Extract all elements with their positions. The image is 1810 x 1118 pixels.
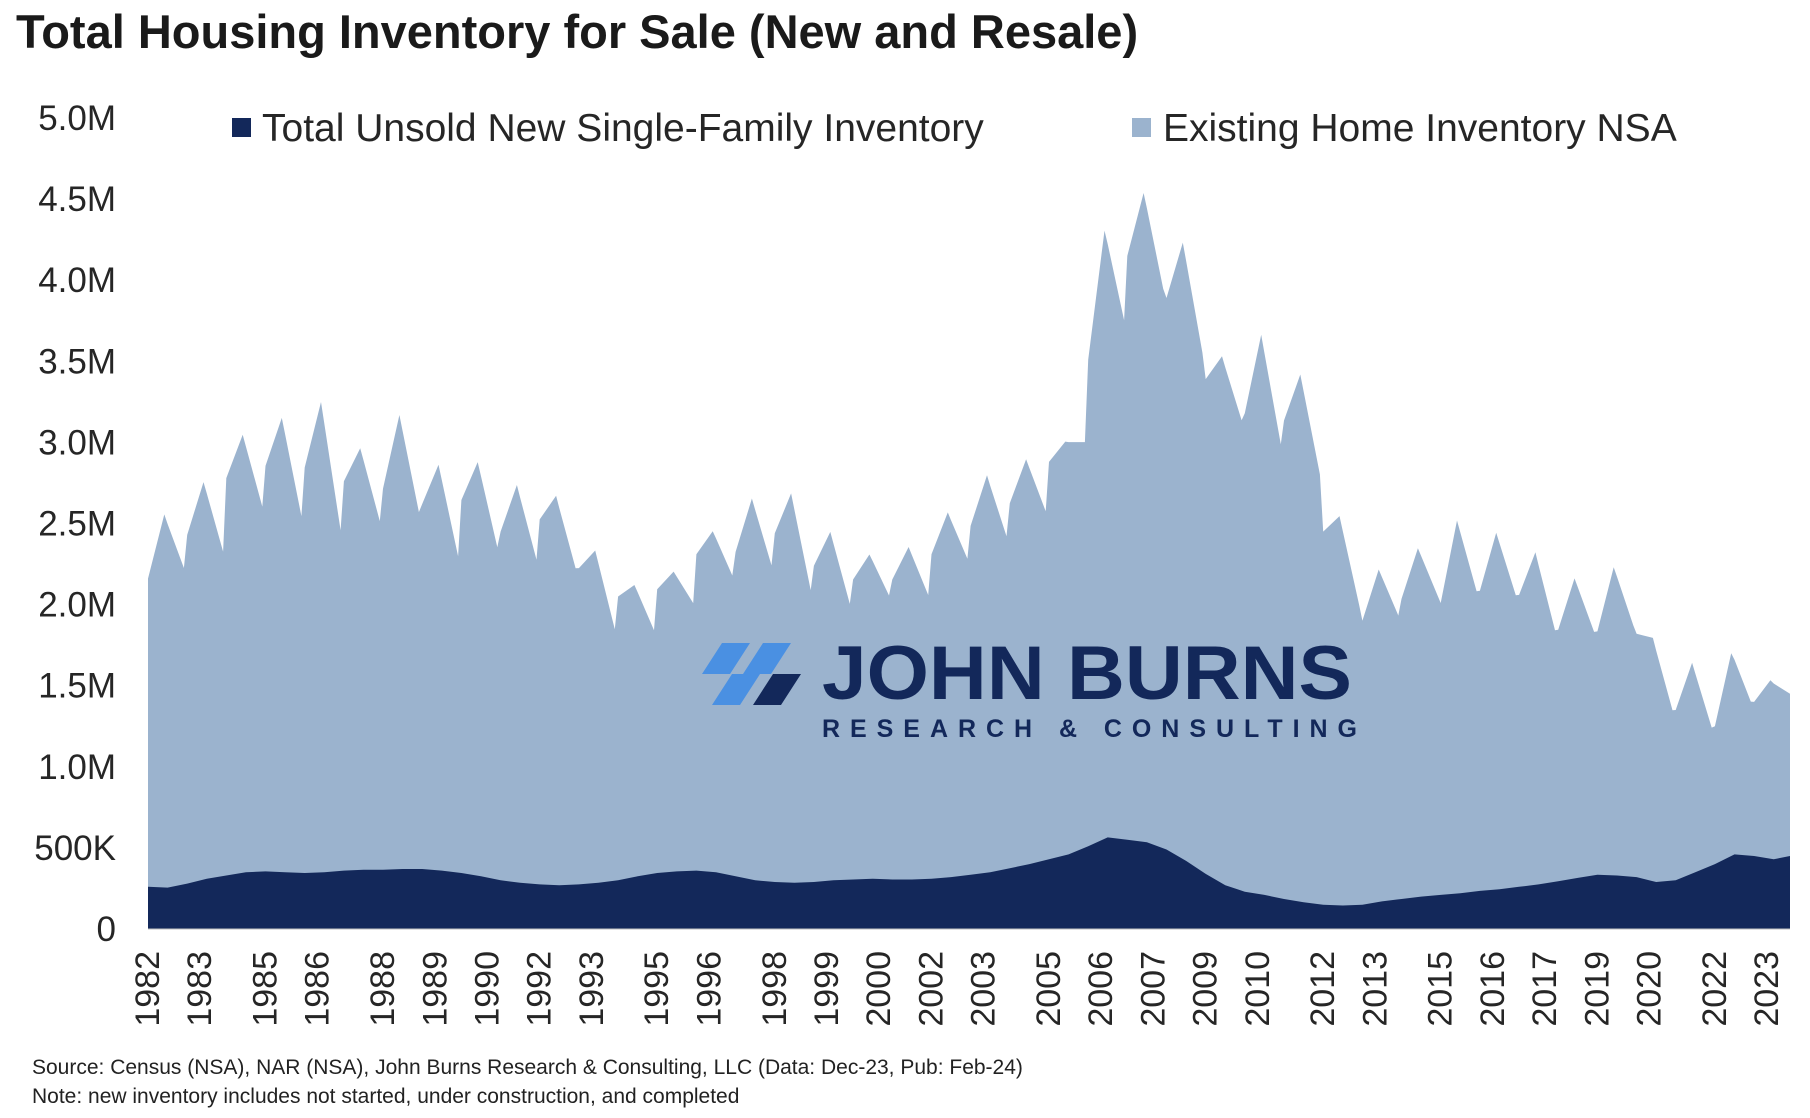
existing-inventory-area [148,193,1790,929]
legend-label: Total Unsold New Single-Family Inventory [262,107,984,150]
y-tick-label: 3.0M [38,423,116,462]
x-tick-label: 2007 [1134,951,1172,1027]
x-tick-label: 1996 [691,951,729,1027]
y-tick-label: 5.0M [38,99,116,138]
x-tick-label: 2012 [1304,951,1342,1027]
x-tick-label: 2005 [1030,951,1068,1027]
y-tick-label: 1.5M [38,667,116,706]
y-tick-label: 500K [34,829,116,868]
legend-swatch [1132,118,1151,137]
logo-mark-stripe-3 [712,674,760,705]
y-tick-label: 4.0M [38,261,116,300]
chart-title: Total Housing Inventory for Sale (New an… [16,5,1139,58]
x-tick-label: 2002 [913,951,951,1027]
x-tick-label: 1990 [469,951,507,1027]
y-tick-label: 1.0M [38,748,116,787]
x-tick-label: 1998 [756,951,794,1027]
x-tick-label: 1982 [129,951,167,1027]
x-tick-label: 1992 [521,951,559,1027]
x-tick-label: 1986 [299,951,337,1027]
source-note: Source: Census (NSA), NAR (NSA), John Bu… [32,1056,1023,1079]
logo-name: JOHN BURNS [822,631,1352,716]
y-tick-label: 2.0M [38,586,116,625]
legend-swatch [232,118,251,137]
y-tick-label: 3.5M [38,342,116,381]
methodology-note: Note: new inventory includes not started… [32,1085,740,1108]
x-tick-label: 2010 [1239,951,1277,1027]
logo-mark-stripe-4 [753,674,801,705]
watermark-logo: JOHN BURNS RESEARCH & CONSULTING [702,631,1357,743]
x-tick-label: 2015 [1422,951,1460,1027]
x-tick-label: 2000 [860,951,898,1027]
logo-subtitle: RESEARCH & CONSULTING [822,715,1357,743]
x-tick-label: 2006 [1082,951,1120,1027]
legend-label: Existing Home Inventory NSA [1163,107,1677,150]
series-areas [148,193,1790,929]
x-tick-label: 2009 [1187,951,1225,1027]
x-axis: 1982 1983 1985 1986 1988 1989 1990 1992 1993 1995… [129,928,1790,1027]
x-tick-label: 1999 [808,951,846,1027]
footer: Source: Census (NSA), NAR (NSA), John Bu… [32,1053,1023,1111]
x-tick-label: 2020 [1631,951,1669,1027]
logo-mark-stripe-1 [702,643,750,674]
y-tick-label: 0 [97,910,116,949]
x-tick-label: 2022 [1696,951,1734,1027]
y-tick-label: 2.5M [38,505,116,544]
y-tick-label: 4.5M [38,180,116,219]
x-tick-label: 1989 [416,951,454,1027]
x-tick-label: 1993 [573,951,611,1027]
x-tick-label: 2013 [1356,951,1394,1027]
x-tick-label: 2017 [1526,951,1564,1027]
y-axis: 0 500K 1.0M 1.5M 2.0M 2.5M 3.0M 3.5M 4.0M 4.5M 5.0… [34,99,116,949]
x-tick-label: 1985 [247,951,285,1027]
x-tick-label: 2019 [1578,951,1616,1027]
new-inventory-area [148,837,1790,929]
x-tick-label: 1988 [364,951,402,1027]
x-tick-label: 2016 [1474,951,1512,1027]
x-tick-label: 1983 [181,951,219,1027]
x-tick-label: 2023 [1748,951,1786,1027]
x-tick-label: 1995 [638,951,676,1027]
legend: Total Unsold New Single-Family Inventory… [232,107,1677,150]
x-tick-label: 2003 [965,951,1003,1027]
logo-mark-stripe-2 [743,643,791,674]
